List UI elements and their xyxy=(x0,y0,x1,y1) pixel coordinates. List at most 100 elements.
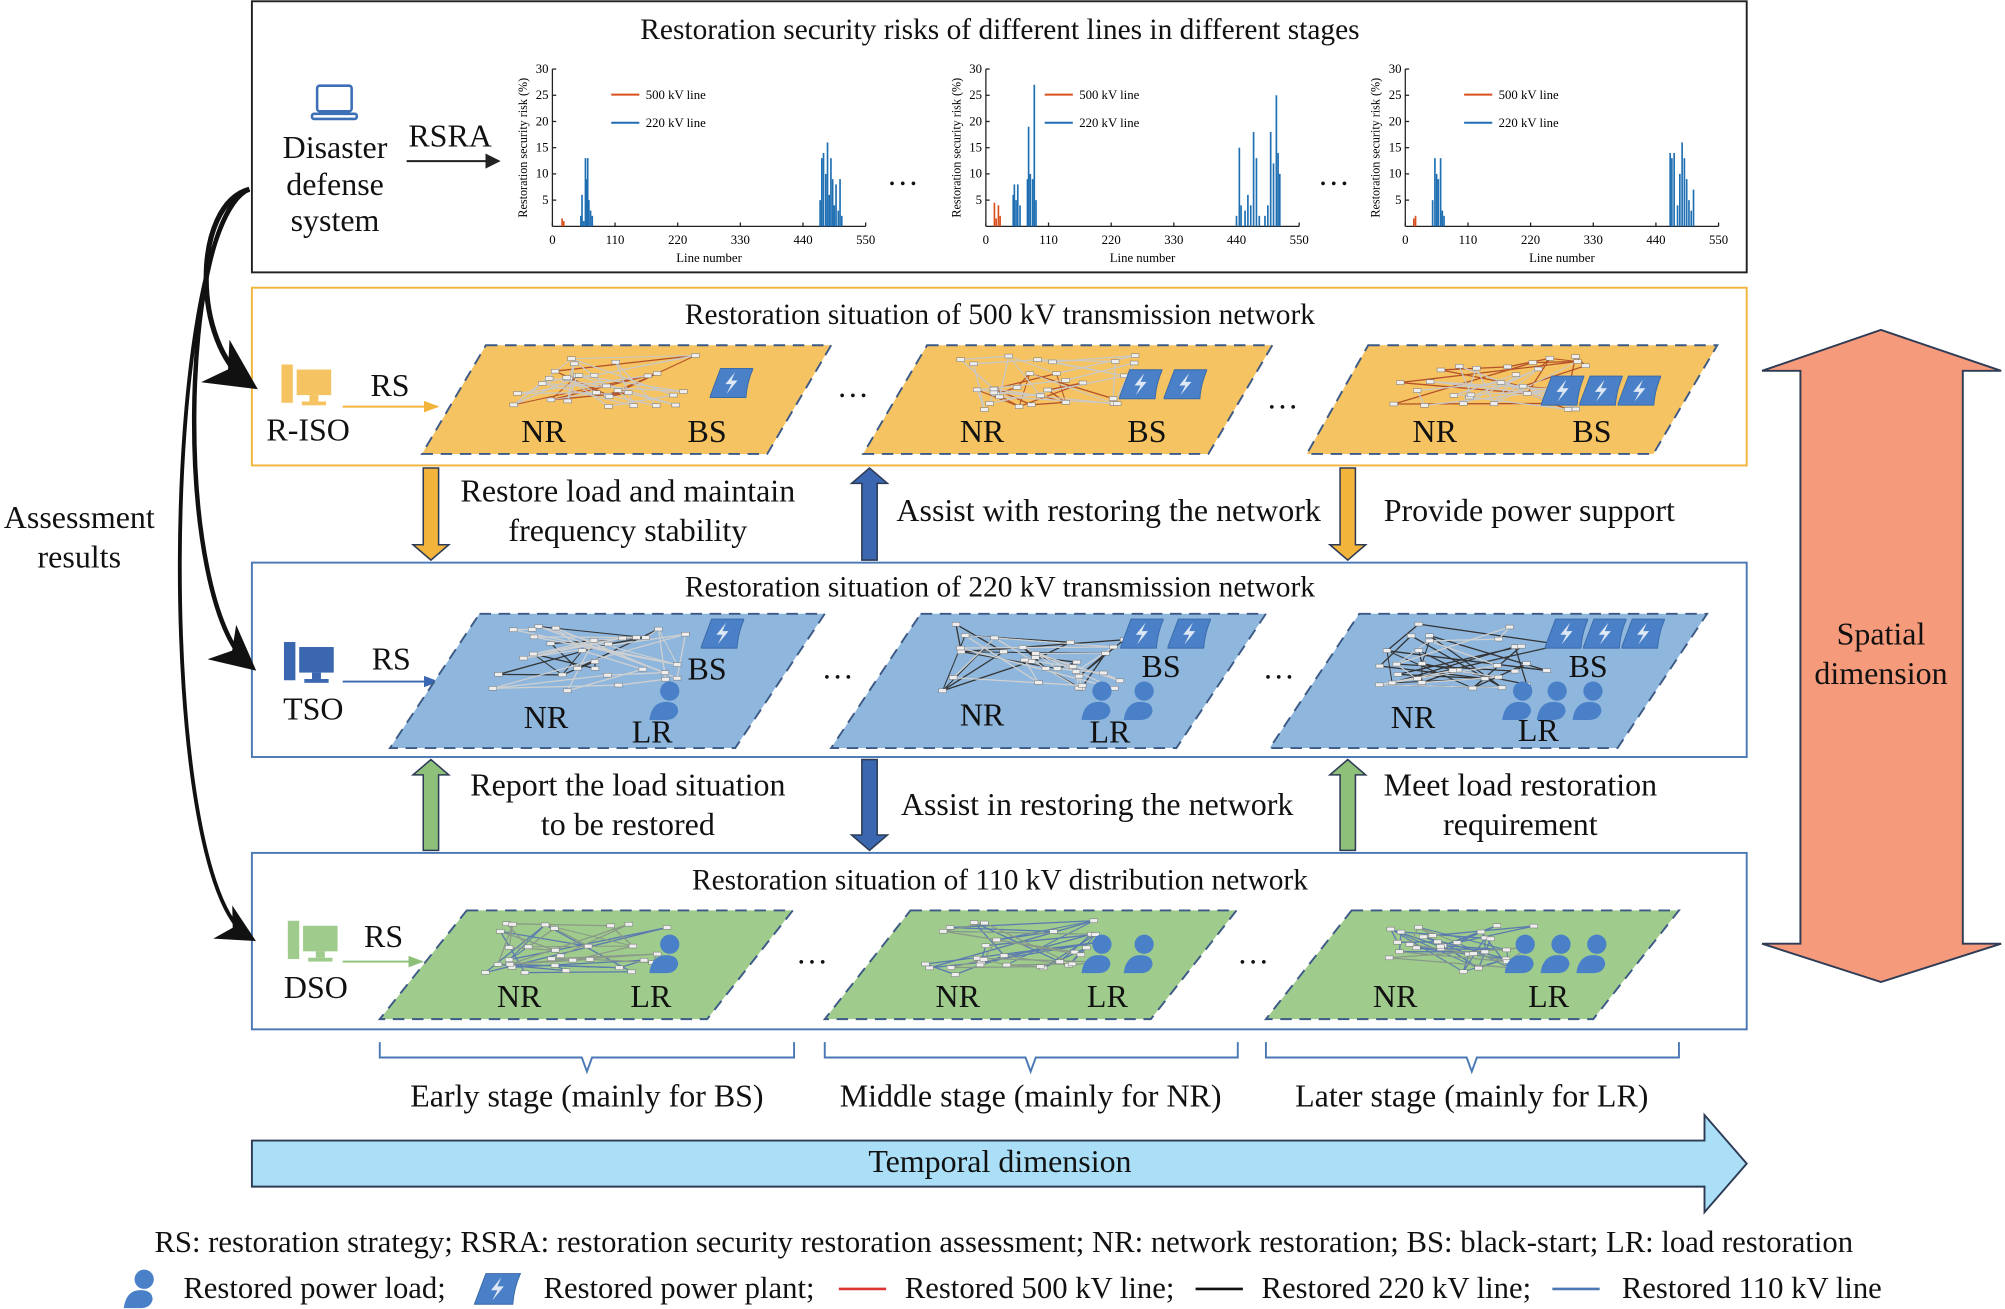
network-node xyxy=(574,373,584,378)
network-node xyxy=(1502,947,1511,953)
network-line xyxy=(1493,374,1517,405)
network-line xyxy=(498,643,609,676)
risk-chart-1: 0 110 220 330 440 550 5 10 15 20 25 30 Line number Re… xyxy=(516,62,875,265)
network-node xyxy=(605,394,614,399)
network-node xyxy=(488,686,497,691)
network-node xyxy=(624,390,633,395)
panel-label-lr: LR xyxy=(1089,715,1131,750)
network-line xyxy=(1018,373,1031,407)
network-node xyxy=(956,645,965,651)
laptop-icon xyxy=(310,84,359,121)
network-node xyxy=(1071,669,1081,674)
network-line xyxy=(1429,635,1503,689)
network-topology-drawing xyxy=(1385,923,1538,974)
brace-later xyxy=(1264,1042,1680,1075)
interaction-arrow-up xyxy=(1327,758,1368,852)
network-node xyxy=(1425,633,1434,638)
network-line xyxy=(950,965,1041,969)
network-node xyxy=(547,956,556,961)
network-line xyxy=(943,930,1092,935)
network-line xyxy=(578,374,684,393)
network-line xyxy=(1456,942,1510,969)
series-220-kv-line xyxy=(1012,84,1281,227)
network-node xyxy=(509,627,518,632)
network-line xyxy=(577,375,676,406)
panel-1-0 xyxy=(388,612,827,749)
x-tick-label: 220 xyxy=(1521,233,1540,247)
network-line xyxy=(994,637,1080,689)
network-line xyxy=(560,923,630,957)
network-line xyxy=(960,646,1114,649)
panel-label-bs: BS xyxy=(687,414,727,450)
y-tick-label: 30 xyxy=(969,62,982,76)
tso-label: TSO xyxy=(283,692,344,727)
r-iso-label: R-ISO xyxy=(266,413,350,449)
restored-plant-legend-icon xyxy=(473,1272,522,1306)
network-node xyxy=(1068,961,1077,967)
network-line xyxy=(656,355,696,374)
network-node xyxy=(1386,926,1395,932)
panel-label-bs: BS xyxy=(1568,650,1608,685)
legend-500kv-label: Restored 500 kV line; xyxy=(904,1272,1175,1306)
network-line xyxy=(550,392,629,401)
layer-220kv-title: Restoration situation of 220 kV transmis… xyxy=(684,570,1315,603)
network-node xyxy=(662,925,672,930)
network-node xyxy=(585,957,594,962)
network-node xyxy=(545,376,554,381)
panel-label-lr: LR xyxy=(631,715,673,750)
panel-label-lr: LR xyxy=(630,980,672,1015)
series-220-kv-line xyxy=(1431,142,1695,227)
network-node xyxy=(1511,372,1521,377)
panel-label-bs: BS xyxy=(1141,650,1181,685)
network-topology-drawing xyxy=(488,624,690,693)
network-line xyxy=(1379,635,1412,667)
network-node xyxy=(614,682,623,688)
ellipsis: … xyxy=(886,157,919,193)
network-node xyxy=(1563,407,1573,412)
network-node xyxy=(1078,683,1087,688)
network-node xyxy=(981,943,990,948)
network-line xyxy=(1055,373,1067,403)
network-line xyxy=(1430,381,1569,391)
network-line xyxy=(1022,646,1074,668)
network-line xyxy=(567,363,575,402)
network-node xyxy=(1480,949,1489,955)
panel-1-2 xyxy=(1267,612,1709,749)
network-node xyxy=(534,624,543,629)
network-line xyxy=(1379,665,1485,680)
system-label-line3: system xyxy=(290,203,380,239)
network-node xyxy=(1392,661,1401,667)
network-node xyxy=(524,944,533,949)
network-node xyxy=(643,373,652,378)
network-node xyxy=(627,969,636,974)
network-node xyxy=(661,677,670,682)
network-line xyxy=(555,354,696,372)
network-node xyxy=(604,641,613,647)
network-node xyxy=(1528,360,1537,365)
network-line xyxy=(492,684,619,690)
network-node xyxy=(573,666,582,671)
network-node xyxy=(1078,380,1088,386)
network-line xyxy=(1417,381,1502,392)
panel-label-nr: NR xyxy=(1372,980,1418,1015)
network-node xyxy=(1031,651,1040,656)
x-tick-label: 0 xyxy=(1402,233,1408,247)
y-tick-label: 10 xyxy=(1389,167,1402,181)
assessment-arrows xyxy=(177,186,258,942)
network-line xyxy=(571,358,674,396)
network-line xyxy=(989,375,1125,405)
restored-load-legend-icon xyxy=(123,1269,154,1309)
network-line xyxy=(1409,926,1420,945)
network-node xyxy=(513,391,522,396)
network-node xyxy=(592,390,601,395)
network-panels xyxy=(377,344,1719,1021)
network-line xyxy=(485,926,668,974)
network-line xyxy=(929,961,982,969)
network-node xyxy=(589,638,598,643)
network-node xyxy=(1489,401,1499,406)
network-line xyxy=(676,634,687,679)
network-line xyxy=(1389,957,1510,969)
network-node xyxy=(1110,686,1119,691)
panel-label-bs: BS xyxy=(1127,414,1167,450)
